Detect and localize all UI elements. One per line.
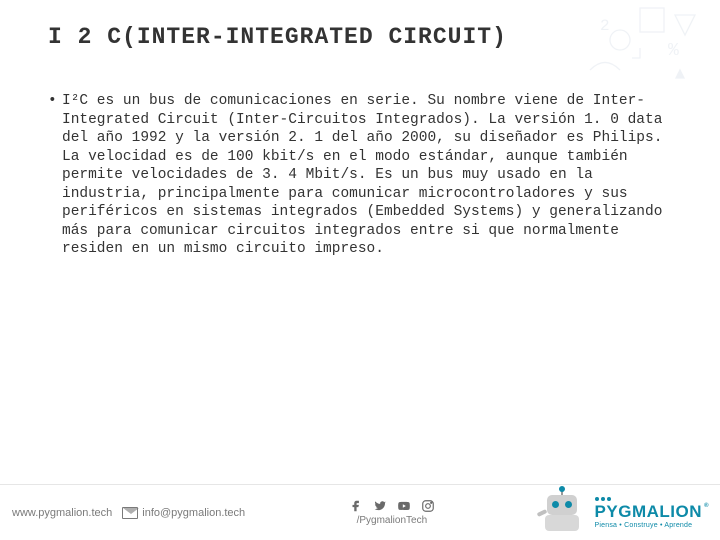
logo-text: PYGMALION® xyxy=(595,503,702,520)
facebook-icon xyxy=(349,499,363,513)
email-wrap: info@pygmalion.tech xyxy=(122,507,245,519)
envelope-icon xyxy=(122,507,138,519)
brand-logo: PYGMALION® Piensa • Construye • Aprende xyxy=(595,497,702,529)
footer-center: /PygmalionTech xyxy=(349,499,435,526)
instagram-icon xyxy=(421,499,435,513)
bullet-marker: • xyxy=(48,92,62,259)
footer-right: PYGMALION® Piensa • Construye • Aprende xyxy=(539,493,702,533)
email-text: info@pygmalion.tech xyxy=(142,507,245,519)
website-text: www.pygmalion.tech xyxy=(12,507,112,519)
logo-dots-icon xyxy=(595,497,611,501)
footer-bar: www.pygmalion.tech info@pygmalion.tech /… xyxy=(0,484,720,540)
robot-mascot-icon xyxy=(539,493,585,533)
social-icons xyxy=(349,499,435,513)
twitter-icon xyxy=(373,499,387,513)
slide-title: I 2 C(INTER-INTEGRATED CIRCUIT) xyxy=(48,24,680,50)
body-text: I²C es un bus de comunicaciones en serie… xyxy=(62,92,668,259)
logo-tagline: Piensa • Construye • Aprende xyxy=(595,522,693,529)
footer-left: www.pygmalion.tech info@pygmalion.tech xyxy=(12,507,245,519)
youtube-icon xyxy=(397,499,411,513)
body-paragraph: • I²C es un bus de comunicaciones en ser… xyxy=(48,92,680,259)
social-handle: /PygmalionTech xyxy=(357,515,428,526)
slide-container: I 2 C(INTER-INTEGRATED CIRCUIT) • I²C es… xyxy=(0,0,720,540)
